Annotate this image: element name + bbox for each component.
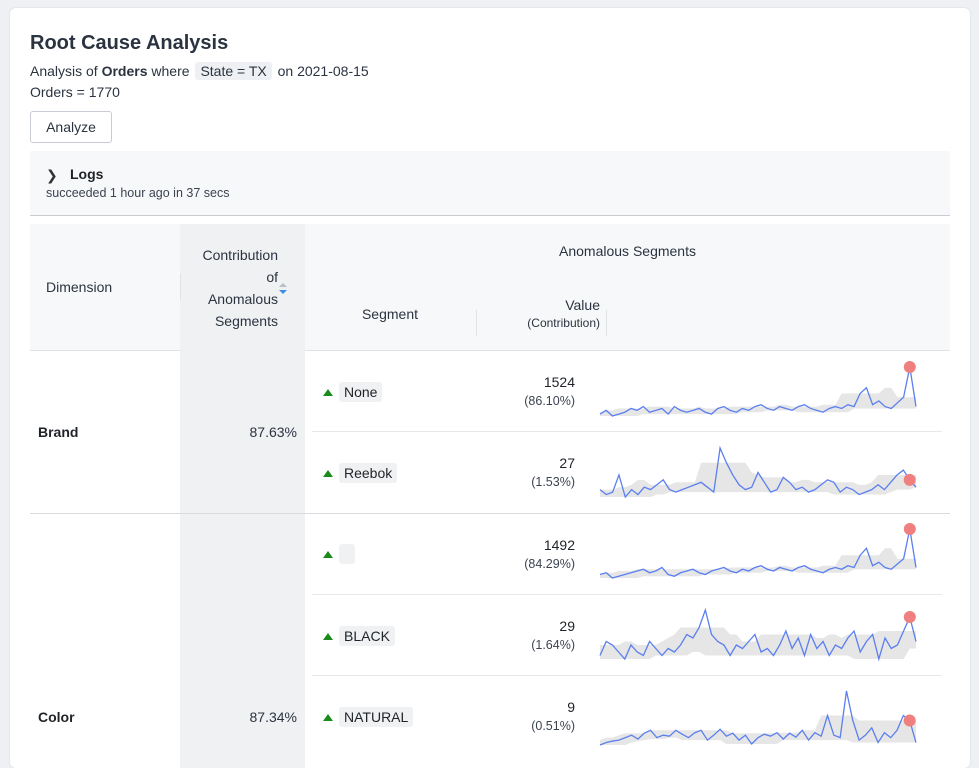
value-number: 1492: [543, 537, 575, 553]
segment-value: 1492 (84.29%): [485, 537, 575, 571]
value-number: 29: [559, 618, 575, 634]
root-cause-card: Root Cause Analysis Analysis of Orders w…: [10, 8, 970, 768]
subtitle-prefix: Analysis of: [30, 63, 98, 79]
contribution-header-line-3: Anomalous: [207, 291, 278, 307]
contribution-color: 87.34%: [249, 709, 297, 725]
column-divider: [476, 310, 477, 336]
column-header-dimension[interactable]: Dimension: [46, 279, 113, 295]
column-header-segment[interactable]: Segment: [361, 306, 419, 322]
anomaly-point: [903, 714, 916, 727]
segment-label: BLACK: [339, 626, 395, 646]
contribution-brand: 87.63%: [249, 424, 297, 440]
anomaly-point: [903, 473, 916, 486]
analysis-date: on 2021-08-15: [277, 63, 369, 79]
column-header-value[interactable]: Value (Contribution): [480, 297, 600, 330]
segment-empty[interactable]: [323, 544, 355, 564]
series-line: [599, 690, 917, 746]
filter-chip: State = TX: [195, 62, 272, 80]
value-header-label: Value: [565, 297, 600, 313]
dimension-brand: Brand: [38, 424, 79, 440]
row-divider: [312, 675, 942, 676]
series-line: [599, 445, 917, 499]
segment-black[interactable]: BLACK: [323, 626, 395, 646]
expected-range-band: [600, 462, 916, 497]
segment-value: 1524 (86.10%): [485, 374, 575, 408]
value-number: 9: [567, 699, 575, 715]
segment-value: 27 (1.53%): [485, 455, 575, 489]
segment-label: [339, 544, 355, 564]
sort-descending-icon[interactable]: [278, 282, 288, 296]
column-divider: [606, 310, 607, 336]
series-line: [599, 366, 917, 417]
expected-range-band: [600, 548, 916, 578]
sparkline: [599, 523, 917, 579]
segment-reebok[interactable]: Reebok: [323, 463, 398, 483]
segment-natural[interactable]: NATURAL: [323, 707, 414, 727]
header-cells: Dimension Contribution of Anomalous Segm…: [30, 224, 950, 350]
increase-arrow-icon: [323, 550, 333, 558]
increase-arrow-icon: [323, 632, 333, 640]
segment-label: Reebok: [339, 463, 398, 483]
increase-arrow-icon: [323, 388, 333, 396]
row-divider: [312, 594, 942, 595]
where-word: where: [151, 63, 190, 79]
segment-none[interactable]: None: [323, 382, 383, 402]
column-divider: [180, 274, 181, 300]
sorted-column-background: [180, 224, 305, 768]
chevron-right-icon[interactable]: ❯: [46, 167, 58, 183]
increase-arrow-icon: [323, 469, 333, 477]
anomaly-point: [903, 523, 916, 535]
row-divider: [312, 431, 942, 432]
value-number: 27: [559, 455, 575, 471]
value-number: 1524: [543, 374, 575, 390]
contribution-header-line-2: of: [266, 269, 278, 285]
anomaly-point: [903, 611, 916, 623]
group-divider: [30, 513, 950, 514]
segment-value: 29 (1.64%): [485, 618, 575, 652]
contribution-header-line-1: Contribution: [202, 247, 279, 263]
metric-name: Orders: [101, 63, 148, 79]
column-header-contribution[interactable]: Contribution of Anomalous Segments: [180, 244, 279, 332]
logs-panel[interactable]: ❯ Logs succeeded 1 hour ago in 37 secs: [30, 151, 950, 216]
dimension-color: Color: [38, 709, 75, 725]
series-line: [599, 607, 917, 662]
sparkline: [599, 361, 917, 417]
expected-range-band: [600, 715, 916, 745]
logs-status: succeeded 1 hour ago in 37 secs: [46, 186, 230, 200]
value-contribution: (86.10%): [524, 394, 575, 408]
series-line: [599, 528, 917, 579]
segment-value: 9 (0.51%): [485, 699, 575, 733]
sparkline: [599, 690, 917, 746]
sparkline: [599, 445, 917, 499]
analysis-subtitle: Analysis of Orders where State = TX on 2…: [30, 62, 369, 80]
value-contribution: (84.29%): [524, 557, 575, 571]
value-contribution: (1.53%): [531, 475, 575, 489]
logs-label: Logs: [70, 166, 104, 182]
analyze-button[interactable]: Analyze: [30, 111, 112, 143]
value-header-sub: (Contribution): [527, 316, 600, 330]
segment-label: None: [339, 382, 383, 402]
anomaly-point: [903, 361, 916, 373]
metric-value-line: Orders = 1770: [30, 84, 120, 100]
contribution-header-line-4: Segments: [214, 313, 278, 329]
value-contribution: (1.64%): [531, 638, 575, 652]
increase-arrow-icon: [323, 713, 333, 721]
value-contribution: (0.51%): [531, 719, 575, 733]
column-header-anomalous-segments: Anomalous Segments: [559, 243, 696, 259]
page-title: Root Cause Analysis: [30, 32, 229, 54]
segment-label: NATURAL: [339, 707, 414, 727]
sparkline: [599, 607, 917, 662]
